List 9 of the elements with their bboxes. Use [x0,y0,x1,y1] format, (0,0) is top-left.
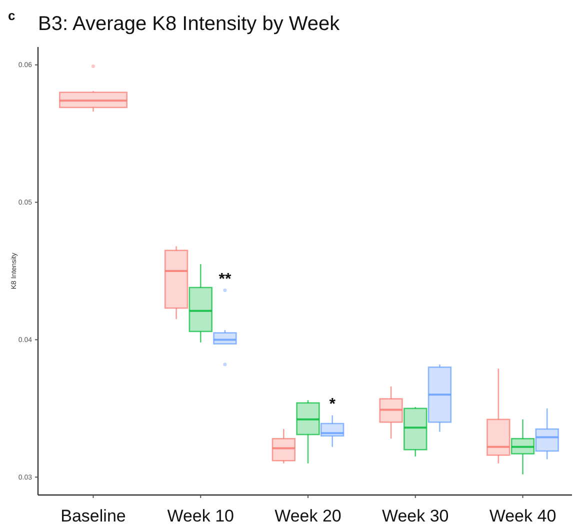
annotation: * [329,396,336,413]
annotation: ** [218,270,232,288]
x-tick-label: Week 20 [274,506,342,526]
chart-title: B3: Average K8 Intensity by Week [38,13,341,35]
x-tick-label: Week 30 [382,506,449,526]
text: c [8,8,16,23]
x-tick-label: Week 10 [167,506,234,526]
x-tick-label: Baseline [60,506,126,526]
x-tick-label: Week 40 [489,506,556,526]
